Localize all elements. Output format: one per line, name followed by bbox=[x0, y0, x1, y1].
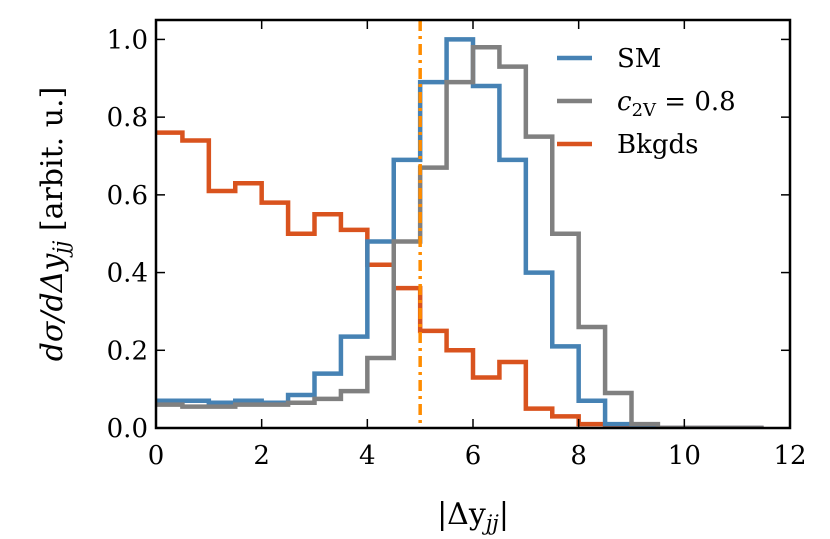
series-line-c2v-0-8 bbox=[156, 44, 764, 428]
x-tick-label: 10 bbox=[668, 441, 701, 471]
y-tick-label: 0.2 bbox=[107, 336, 148, 366]
legend: SM c2V = 0.8 Bkgds bbox=[557, 44, 736, 160]
x-tick-label: 8 bbox=[570, 441, 587, 471]
x-tick-label: 2 bbox=[253, 441, 270, 471]
y-tick-label: 0.6 bbox=[107, 181, 148, 211]
x-tick-label: 4 bbox=[359, 441, 376, 471]
legend-label-bkgds: Bkgds bbox=[617, 130, 699, 160]
y-tick-label: 0.8 bbox=[107, 103, 148, 133]
legend-label-sm: SM bbox=[617, 44, 661, 74]
x-axis-label: |Δyjj| bbox=[437, 497, 509, 535]
y-tick-label: 0.0 bbox=[107, 414, 148, 444]
y-tick-label: 1.0 bbox=[107, 25, 148, 55]
series-line-bkgds bbox=[156, 130, 764, 428]
y-tick-label: 0.4 bbox=[107, 259, 148, 289]
x-tick-label: 6 bbox=[465, 441, 482, 471]
x-tick-label: 0 bbox=[148, 441, 165, 471]
y-axis-label: dσ/dΔyjj [arbit. u.] bbox=[35, 87, 73, 362]
x-tick-label: 12 bbox=[773, 441, 806, 471]
plot-frame bbox=[154, 18, 792, 430]
axis-ticks: 0 2 4 6 8 10 12 0.0 0.2 0.4 0.6 0.8 1.0 bbox=[107, 20, 807, 471]
plot-area bbox=[156, 20, 764, 428]
legend-label-c2v-0-8: c2V = 0.8 bbox=[617, 87, 736, 121]
